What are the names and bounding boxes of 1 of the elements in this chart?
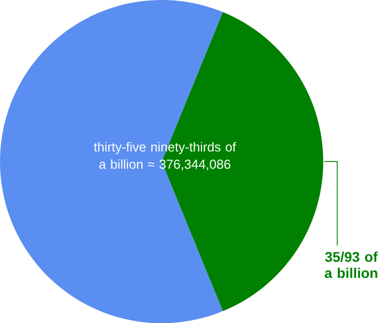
slice-label: 35/93 of a billion: [324, 251, 378, 278]
